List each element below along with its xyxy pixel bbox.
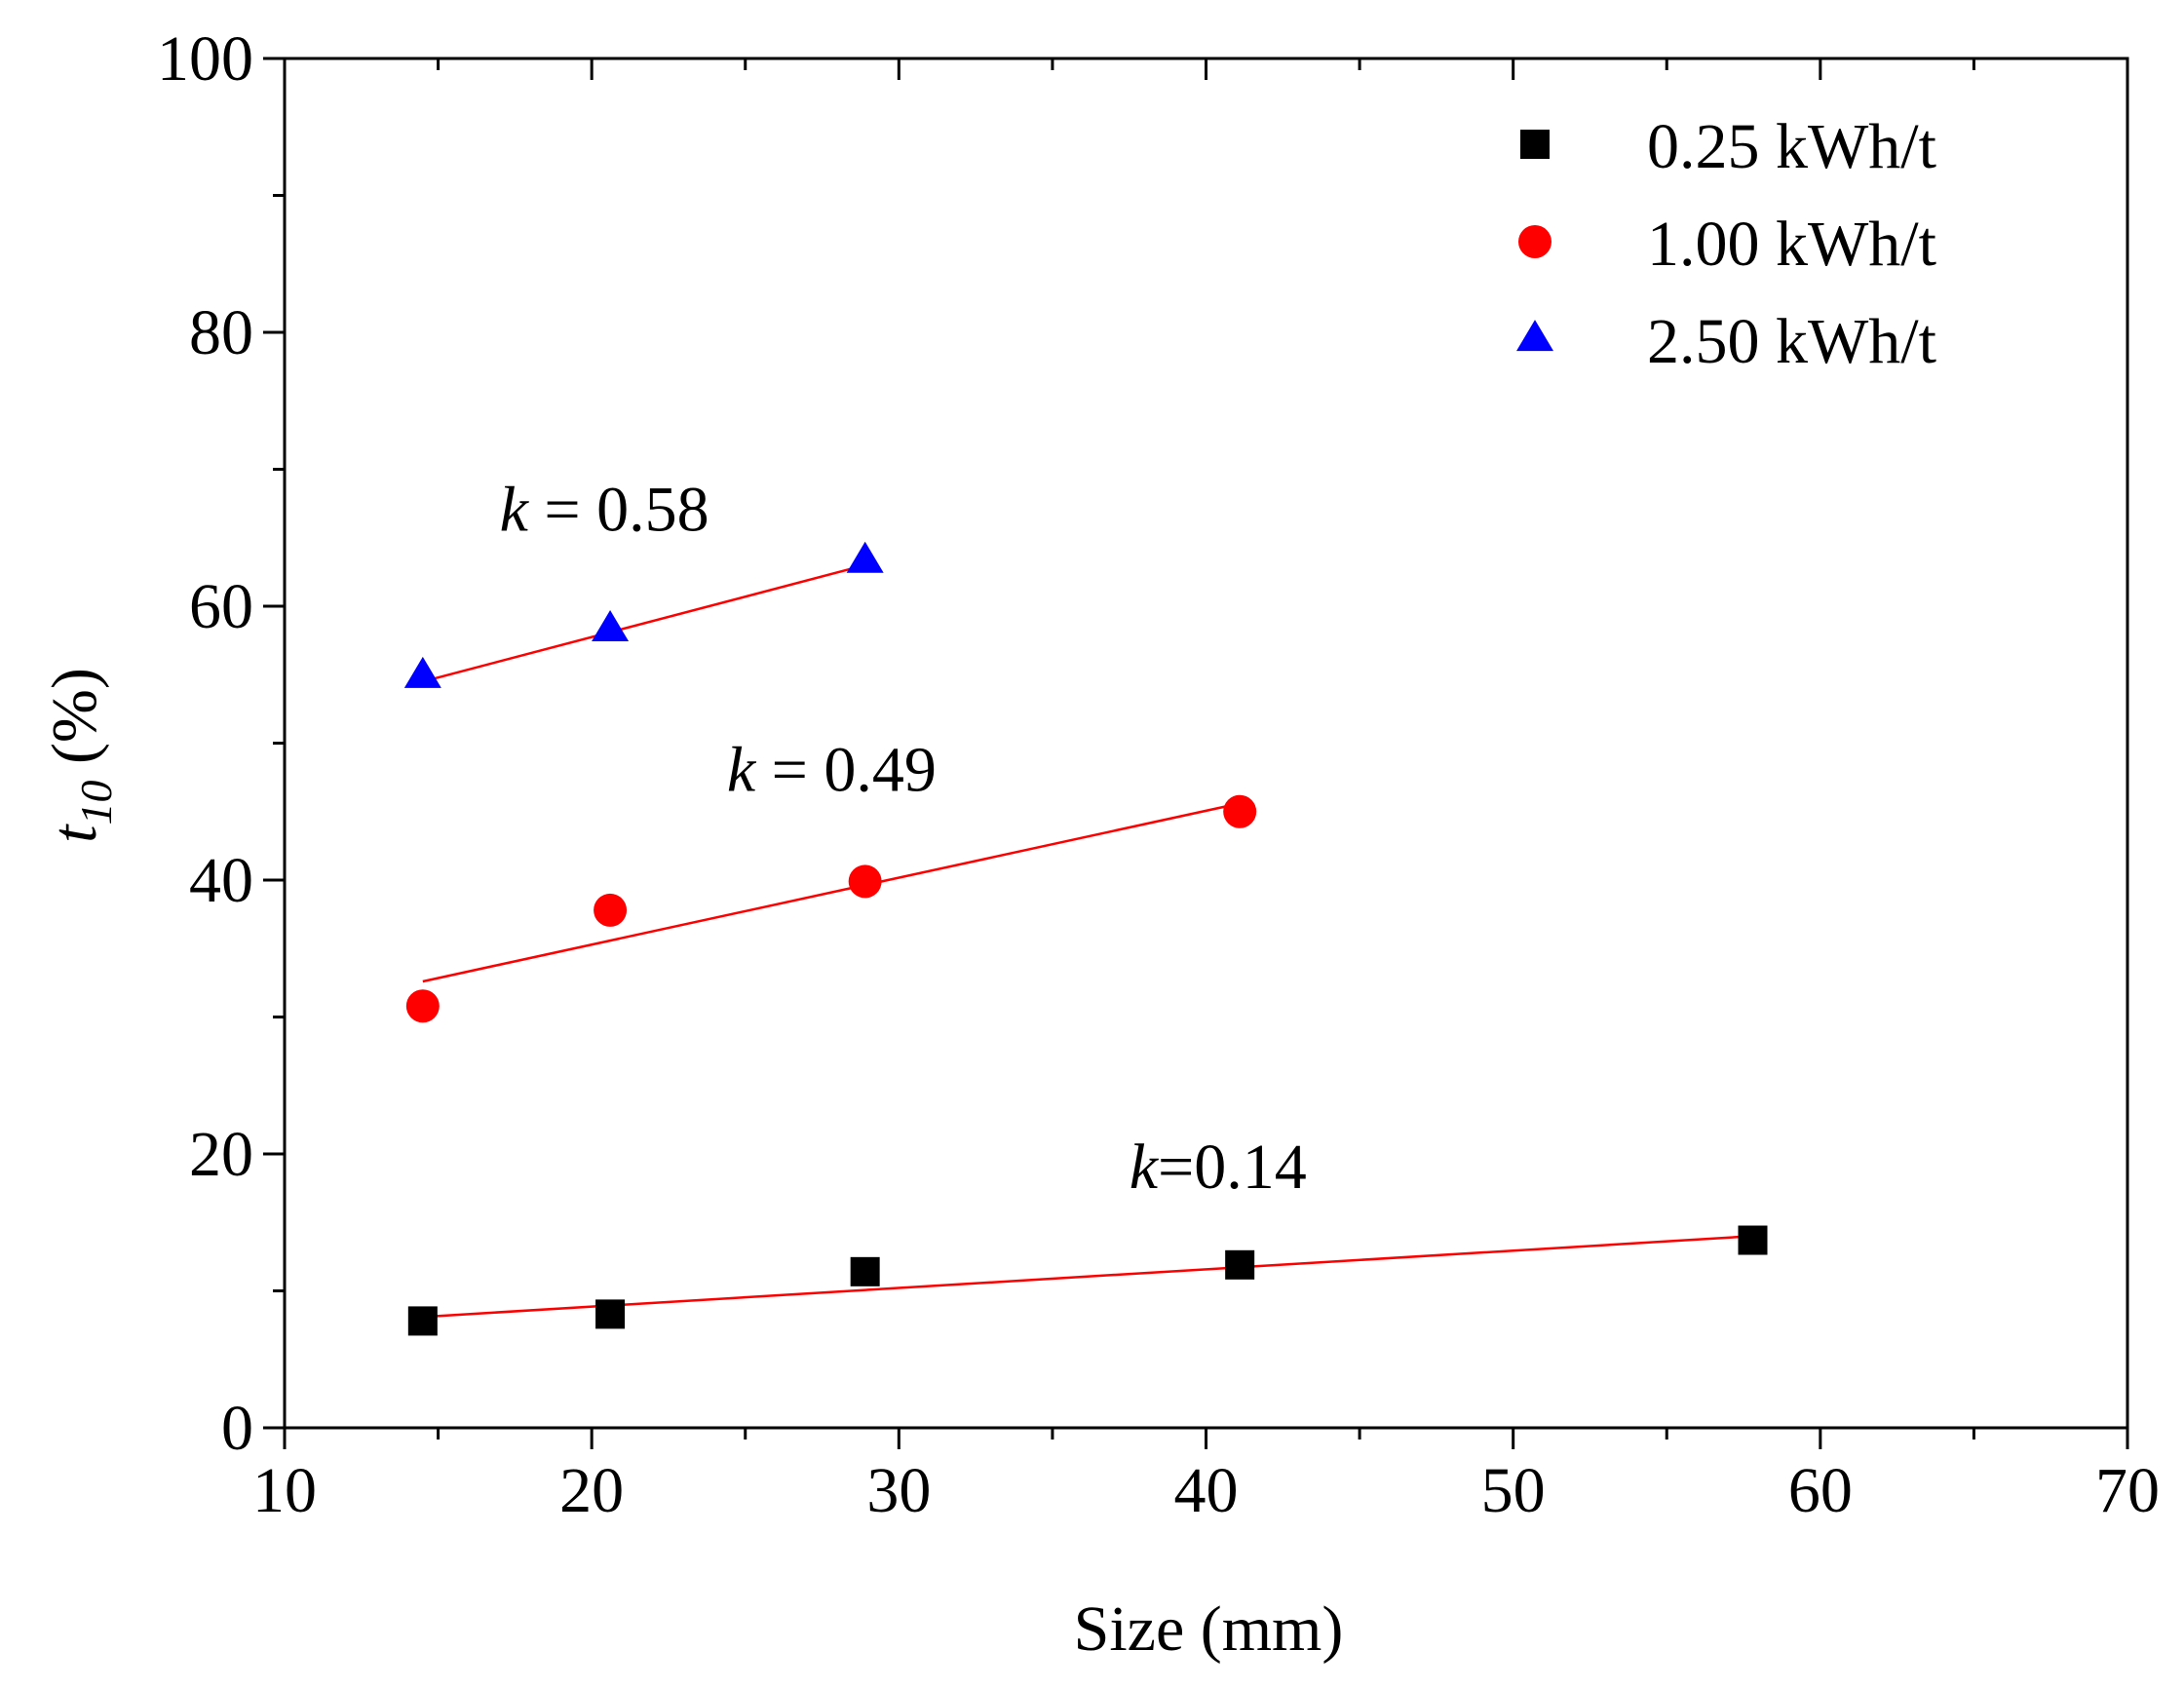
- slope-annotation-value: =0.14: [1158, 1132, 1307, 1203]
- annotations: k=0.14k = 0.49k = 0.58: [500, 475, 1307, 1203]
- data-point-circle: [405, 989, 440, 1023]
- slope-annotation-symbol: k: [500, 475, 530, 546]
- fit-line: [422, 563, 865, 683]
- slope-annotation: k = 0.58: [500, 475, 709, 546]
- data-point-square: [1225, 1249, 1255, 1280]
- x-tick-label: 10: [252, 1455, 317, 1526]
- legend-marker-circle: [1518, 225, 1552, 258]
- y-axis-title-unit: (%): [39, 668, 110, 780]
- data-point-square: [1738, 1225, 1768, 1255]
- data-point-triangle: [592, 610, 630, 642]
- x-tick-label: 20: [559, 1455, 624, 1526]
- x-tick-label: 30: [866, 1455, 931, 1526]
- y-axis-title-main: t: [39, 824, 110, 843]
- legend-marker-square: [1520, 130, 1550, 159]
- y-tick-label: 100: [157, 23, 253, 95]
- y-tick-label: 20: [189, 1119, 253, 1190]
- y-tick-label: 80: [189, 297, 253, 368]
- legend: 0.25 kWh/t 1.00 kWh/t 2.50 kWh/t: [1516, 111, 1936, 377]
- data-point-circle: [848, 864, 882, 899]
- x-tick-label: 40: [1174, 1455, 1239, 1526]
- fit-line: [422, 802, 1241, 983]
- slope-annotation: k=0.14: [1130, 1132, 1307, 1203]
- y-tick-label: 40: [189, 845, 253, 916]
- y-axis-title-subscript: 10: [71, 781, 121, 825]
- y-tick-label: 0: [221, 1393, 253, 1464]
- data-point-circle: [594, 893, 628, 927]
- y-tick-label: 60: [189, 571, 253, 642]
- slope-annotation: k = 0.49: [727, 735, 937, 806]
- data-point-triangle: [846, 541, 884, 573]
- axis-tick-labels: 10 20 30 40 50 60 70 0 20 40 60 80 100: [157, 23, 2160, 1526]
- slope-annotation-value: = 0.49: [755, 735, 937, 806]
- axis-ticks: [263, 57, 2129, 1449]
- slope-annotation-value: = 0.58: [528, 475, 709, 546]
- legend-label: 1.00 kWh/t: [1647, 209, 1936, 280]
- data-point-square: [850, 1256, 880, 1286]
- x-tick-label: 70: [2095, 1455, 2160, 1526]
- data-point-square: [407, 1306, 438, 1336]
- legend-label: 0.25 kWh/t: [1647, 111, 1936, 182]
- x-tick-label: 60: [1788, 1455, 1853, 1526]
- legend-marker-triangle: [1516, 320, 1553, 352]
- data-point-triangle: [403, 656, 441, 688]
- x-axis-title: Size (mm): [1074, 1593, 1344, 1665]
- fit-line: [422, 1235, 1753, 1319]
- data-point-circle: [1223, 794, 1257, 828]
- x-tick-label: 50: [1481, 1455, 1546, 1526]
- y-axis-title: t10 (%): [39, 668, 121, 843]
- data-point-square: [595, 1299, 626, 1329]
- fit-lines: [422, 563, 1753, 1319]
- slope-annotation-symbol: k: [727, 735, 757, 806]
- data-markers: [403, 541, 1768, 1336]
- legend-label: 2.50 kWh/t: [1647, 306, 1936, 377]
- slope-annotation-symbol: k: [1130, 1132, 1160, 1203]
